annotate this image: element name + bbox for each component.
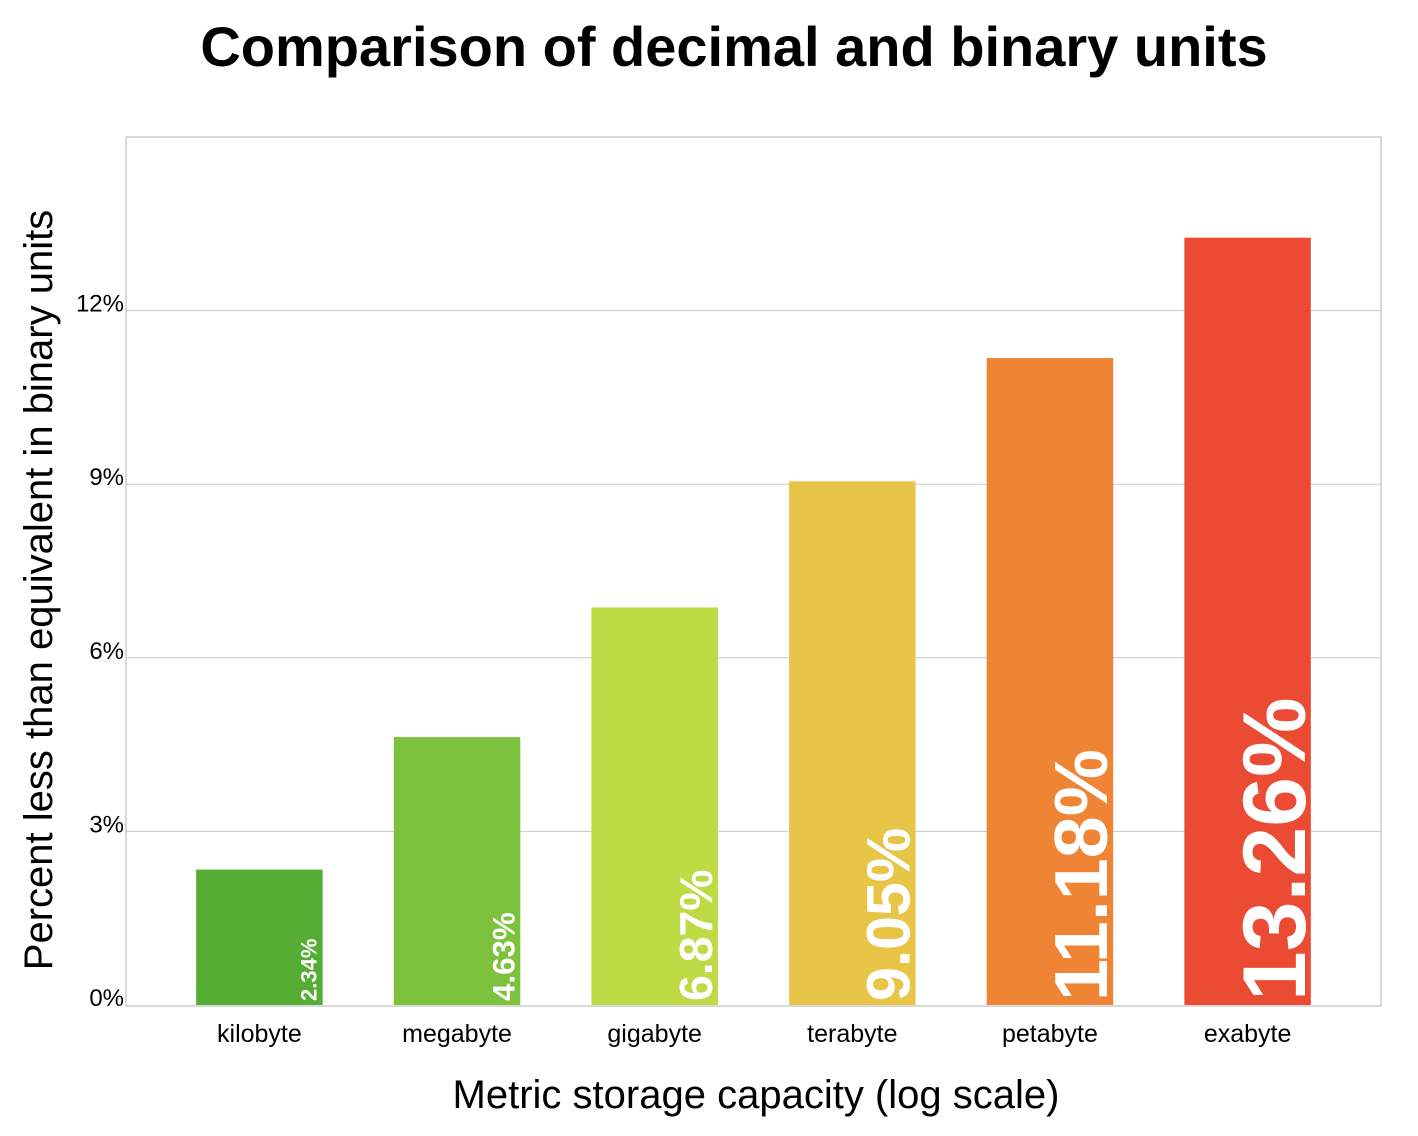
gridlines (126, 310, 1381, 832)
y-tick-label: 0% (89, 985, 124, 1012)
data-label-megabyte: 4.63% (486, 912, 521, 1001)
y-axis-title: Percent less than equivalent in binary u… (17, 210, 61, 970)
bar-gigabyte (591, 607, 718, 1005)
bar-megabyte (393, 737, 521, 1005)
x-category-label: terabyte (807, 1020, 897, 1048)
x-axis-title: Metric storage capacity (log scale) (453, 1073, 1060, 1117)
x-category-label: megabyte (402, 1020, 512, 1048)
data-label-petabyte: 11.18% (1039, 749, 1123, 1001)
bar-terabyte (789, 481, 916, 1006)
y-axis-ticks: 0% 3% 6% 9% 12% (76, 291, 124, 1012)
y-tick-label: 12% (76, 291, 124, 318)
bars (196, 237, 1311, 1006)
data-label-exabyte: 13.26% (1224, 697, 1324, 1001)
x-category-label: exabyte (1204, 1020, 1292, 1048)
plot-area-frame (125, 136, 1382, 1007)
y-tick-label: 3% (89, 811, 124, 838)
bar-data-labels: 2.34% 4.63% 6.87% 9.05% 11.18% 13.26% (297, 697, 1324, 1001)
x-axis-categories: kilobyte megabyte gigabyte terabyte petabyte… (217, 1020, 1291, 1048)
x-category-label: kilobyte (217, 1020, 302, 1048)
chart-title: Comparison of decimal and binary units (200, 15, 1267, 78)
y-tick-label: 6% (89, 638, 124, 665)
bar-petabyte (986, 358, 1114, 1005)
data-label-gigabyte: 6.87% (670, 869, 722, 1001)
y-tick-label: 9% (89, 464, 124, 491)
data-label-kilobyte: 2.34% (297, 939, 322, 1001)
bar-kilobyte (196, 869, 323, 1005)
data-label-terabyte: 9.05% (855, 828, 923, 1001)
x-category-label: petabyte (1002, 1020, 1098, 1048)
bar-exabyte (1184, 237, 1311, 1006)
x-category-label: gigabyte (607, 1020, 702, 1048)
